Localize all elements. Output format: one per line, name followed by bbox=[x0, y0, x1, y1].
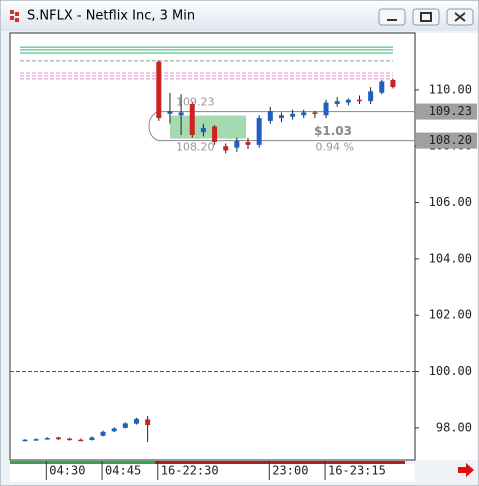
session-bar bbox=[155, 461, 405, 464]
measure-high-label: 109.23 bbox=[176, 96, 215, 109]
candle-body bbox=[212, 126, 218, 143]
price-badge bbox=[416, 103, 477, 120]
candle-body bbox=[200, 127, 206, 133]
candle-body bbox=[145, 419, 151, 426]
candle-body bbox=[301, 112, 307, 116]
minimize-button[interactable] bbox=[378, 8, 406, 26]
candle-body bbox=[323, 102, 329, 116]
price-badge-label: 109.23 bbox=[429, 104, 472, 118]
x-tick-label: 16-23:15 bbox=[328, 464, 386, 478]
candle-body bbox=[245, 142, 251, 145]
maximize-button[interactable] bbox=[412, 8, 440, 26]
candle-body bbox=[89, 437, 95, 441]
candle-body bbox=[189, 103, 195, 135]
candle-body bbox=[390, 80, 396, 88]
candle-body bbox=[78, 439, 84, 442]
selection-highlight bbox=[170, 115, 246, 139]
candle-body bbox=[67, 438, 73, 441]
y-tick-label: 104.00 bbox=[429, 251, 472, 265]
candle-body bbox=[100, 431, 106, 436]
measure-low-label: 108.20 bbox=[176, 141, 215, 154]
y-tick-label: 110.00 bbox=[429, 82, 472, 96]
candle-body bbox=[312, 112, 318, 114]
y-tick-label: 100.00 bbox=[429, 364, 472, 378]
candle-body bbox=[223, 146, 229, 151]
window-title: S.NFLX - Netflix Inc, 3 Min bbox=[27, 9, 195, 24]
close-button[interactable] bbox=[446, 8, 474, 26]
candle-body bbox=[256, 118, 262, 145]
candle-body bbox=[290, 113, 296, 117]
plot-area bbox=[9, 32, 416, 461]
candle-body bbox=[334, 101, 340, 104]
price-axis bbox=[416, 33, 477, 460]
measure-percent: 0.94 % bbox=[316, 141, 354, 154]
candle-body bbox=[345, 99, 351, 103]
price-badge bbox=[416, 132, 477, 149]
candle-body bbox=[368, 91, 374, 102]
y-tick-label: 102.00 bbox=[429, 308, 472, 322]
candle-body bbox=[379, 81, 385, 93]
candle-body bbox=[178, 112, 184, 116]
candle-body bbox=[267, 111, 273, 121]
price-badge-label: 108.20 bbox=[429, 133, 472, 147]
candle-body bbox=[44, 438, 50, 440]
candle-body bbox=[357, 99, 362, 102]
app-icon bbox=[10, 10, 19, 22]
candle-body bbox=[55, 437, 61, 440]
time-axis bbox=[10, 464, 415, 482]
y-tick-label: 106.00 bbox=[429, 195, 472, 209]
x-tick-label: 23:00 bbox=[272, 464, 308, 478]
x-tick-label: 04:45 bbox=[105, 464, 141, 478]
candle-body bbox=[22, 439, 28, 442]
session-bar bbox=[10, 461, 155, 464]
candle-body bbox=[167, 111, 173, 114]
candle-body bbox=[134, 418, 139, 424]
measure-change: $1.03 bbox=[314, 124, 352, 138]
candle-body bbox=[111, 428, 117, 432]
candle-body bbox=[156, 61, 162, 119]
scroll-arrow[interactable] bbox=[458, 463, 474, 477]
x-tick-label: 16-22:30 bbox=[161, 464, 219, 478]
candle-body bbox=[234, 140, 240, 148]
y-tick-label: 98.00 bbox=[436, 420, 472, 434]
candle-body bbox=[278, 115, 284, 119]
x-tick-label: 04:30 bbox=[49, 464, 85, 478]
candle-body bbox=[122, 423, 128, 428]
candle-body bbox=[33, 439, 39, 441]
